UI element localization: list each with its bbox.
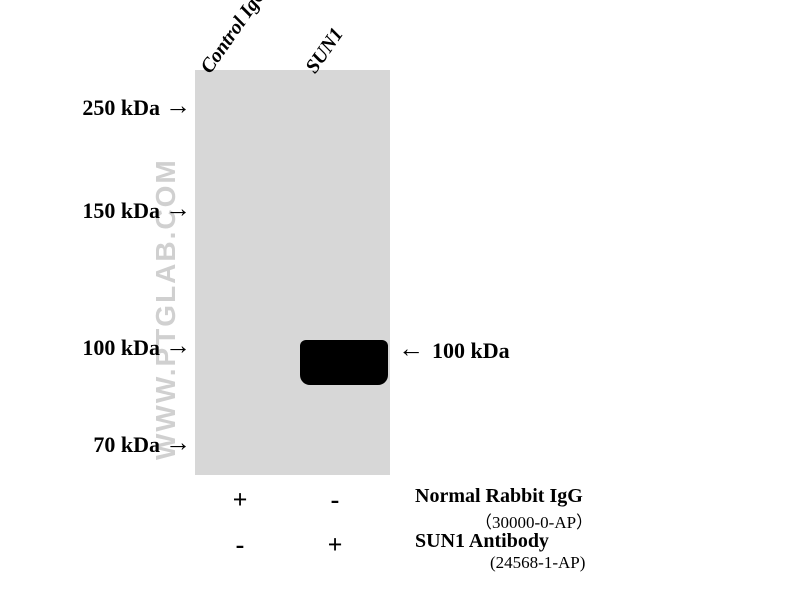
figure-container: WWW.PTGLAB.COM Control IgG SUN1 250 kDa … bbox=[0, 0, 800, 600]
antibody-label-control: Normal Rabbit IgG bbox=[415, 485, 583, 508]
arrow-icon: ← bbox=[398, 334, 424, 364]
band-size-label: 100 kDa bbox=[432, 338, 510, 364]
protein-band bbox=[300, 340, 388, 385]
arrow-icon: → bbox=[165, 194, 191, 224]
arrow-icon: → bbox=[165, 428, 191, 458]
condition-lane1-row1: + bbox=[225, 485, 255, 515]
antibody-catalog-target: (24568-1-AP) bbox=[490, 553, 585, 573]
condition-lane2-row2: + bbox=[320, 530, 350, 560]
mw-label-250: 250 kDa bbox=[55, 95, 160, 121]
arrow-icon: → bbox=[165, 91, 191, 121]
arrow-icon: → bbox=[165, 331, 191, 361]
condition-lane1-row2: - bbox=[225, 530, 255, 560]
western-blot-membrane bbox=[195, 70, 390, 475]
antibody-label-target: SUN1 Antibody bbox=[415, 530, 549, 553]
mw-label-70: 70 kDa bbox=[55, 432, 160, 458]
mw-label-100: 100 kDa bbox=[55, 335, 160, 361]
mw-label-150: 150 kDa bbox=[55, 198, 160, 224]
lane-label-control: Control IgG bbox=[196, 0, 273, 78]
condition-lane2-row1: - bbox=[320, 485, 350, 515]
